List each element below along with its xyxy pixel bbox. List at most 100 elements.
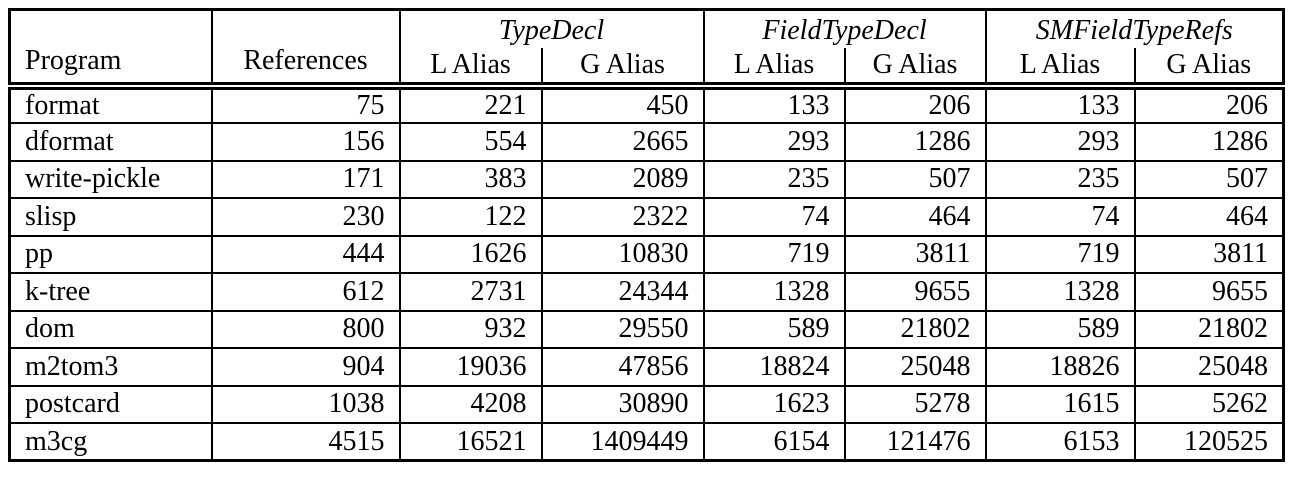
subheader-typedecl-g-alias: G Alias (540, 46, 705, 90)
value-cell: 25048 (843, 347, 987, 387)
value-cell: 10830 (540, 234, 705, 274)
value-cell: 29550 (540, 309, 705, 349)
program-cell: m3cg (8, 422, 213, 462)
value-cell: 4208 (398, 384, 543, 424)
value-cell: 2731 (398, 272, 543, 312)
references-column-header: References (210, 8, 401, 90)
value-cell: 9655 (843, 272, 987, 312)
value-cell: 464 (1133, 197, 1285, 237)
references-cell: 230 (210, 197, 401, 237)
references-cell: 612 (210, 272, 401, 312)
value-cell: 133 (702, 84, 846, 124)
value-cell: 74 (702, 197, 846, 237)
program-cell: write-pickle (8, 159, 213, 199)
references-cell: 171 (210, 159, 401, 199)
table-row: slisp 230 122 2322 74 464 74 464 (8, 197, 1285, 237)
value-cell: 1286 (843, 122, 987, 162)
table-row: postcard 1038 4208 30890 1623 5278 1615 … (8, 384, 1285, 424)
value-cell: 3811 (843, 234, 987, 274)
value-cell: 18824 (702, 347, 846, 387)
page: Program References TypeDecl FieldTypeDec… (8, 8, 1286, 462)
value-cell: 21802 (843, 309, 987, 349)
group-header-typedecl: TypeDecl (398, 8, 705, 48)
value-cell: 2665 (540, 122, 705, 162)
references-cell: 156 (210, 122, 401, 162)
value-cell: 121476 (843, 422, 987, 462)
value-cell: 30890 (540, 384, 705, 424)
table-body: format 75 221 450 133 206 133 206 dforma… (8, 84, 1285, 462)
subheader-fieldtypedecl-l-alias: L Alias (702, 46, 846, 90)
table-row: dom 800 932 29550 589 21802 589 21802 (8, 309, 1285, 349)
table-row: format 75 221 450 133 206 133 206 (8, 84, 1285, 124)
subheader-smfieldtyperefs-g-alias: G Alias (1133, 46, 1285, 90)
value-cell: 932 (398, 309, 543, 349)
value-cell: 1286 (1133, 122, 1285, 162)
value-cell: 719 (984, 234, 1136, 274)
value-cell: 24344 (540, 272, 705, 312)
subheader-fieldtypedecl-g-alias: G Alias (843, 46, 987, 90)
table-row: k-tree 612 2731 24344 1328 9655 1328 965… (8, 272, 1285, 312)
program-cell: slisp (8, 197, 213, 237)
program-cell: dformat (8, 122, 213, 162)
group-header-smfieldtyperefs: SMFieldTypeRefs (984, 8, 1285, 48)
value-cell: 589 (702, 309, 846, 349)
table-row: m2tom3 904 19036 47856 18824 25048 18826… (8, 347, 1285, 387)
value-cell: 206 (843, 84, 987, 124)
value-cell: 2089 (540, 159, 705, 199)
value-cell: 1409449 (540, 422, 705, 462)
alias-results-table: Program References TypeDecl FieldTypeDec… (8, 8, 1286, 462)
value-cell: 293 (702, 122, 846, 162)
value-cell: 120525 (1133, 422, 1285, 462)
subheader-typedecl-l-alias: L Alias (398, 46, 543, 90)
value-cell: 450 (540, 84, 705, 124)
value-cell: 5262 (1133, 384, 1285, 424)
references-cell: 4515 (210, 422, 401, 462)
program-cell: format (8, 84, 213, 124)
value-cell: 3811 (1133, 234, 1285, 274)
value-cell: 206 (1133, 84, 1285, 124)
program-cell: m2tom3 (8, 347, 213, 387)
program-cell: pp (8, 234, 213, 274)
value-cell: 122 (398, 197, 543, 237)
value-cell: 235 (702, 159, 846, 199)
value-cell: 507 (1133, 159, 1285, 199)
value-cell: 6153 (984, 422, 1136, 462)
value-cell: 464 (843, 197, 987, 237)
references-cell: 75 (210, 84, 401, 124)
value-cell: 19036 (398, 347, 543, 387)
value-cell: 383 (398, 159, 543, 199)
table-row: m3cg 4515 16521 1409449 6154 121476 6153… (8, 422, 1285, 462)
value-cell: 1626 (398, 234, 543, 274)
group-header-fieldtypedecl: FieldTypeDecl (702, 8, 987, 48)
program-cell: k-tree (8, 272, 213, 312)
value-cell: 554 (398, 122, 543, 162)
value-cell: 293 (984, 122, 1136, 162)
value-cell: 221 (398, 84, 543, 124)
references-cell: 904 (210, 347, 401, 387)
value-cell: 589 (984, 309, 1136, 349)
program-cell: dom (8, 309, 213, 349)
value-cell: 21802 (1133, 309, 1285, 349)
value-cell: 1328 (702, 272, 846, 312)
references-cell: 800 (210, 309, 401, 349)
value-cell: 1623 (702, 384, 846, 424)
value-cell: 1615 (984, 384, 1136, 424)
value-cell: 74 (984, 197, 1136, 237)
references-cell: 444 (210, 234, 401, 274)
program-column-header: Program (8, 8, 213, 90)
references-cell: 1038 (210, 384, 401, 424)
value-cell: 719 (702, 234, 846, 274)
table-row: dformat 156 554 2665 293 1286 293 1286 (8, 122, 1285, 162)
header-group-row: Program References TypeDecl FieldTypeDec… (8, 8, 1285, 90)
table-row: pp 444 1626 10830 719 3811 719 3811 (8, 234, 1285, 274)
program-cell: postcard (8, 384, 213, 424)
subheader-smfieldtyperefs-l-alias: L Alias (984, 46, 1136, 90)
value-cell: 25048 (1133, 347, 1285, 387)
value-cell: 507 (843, 159, 987, 199)
value-cell: 235 (984, 159, 1136, 199)
header-sub-row: L Alias G Alias L Alias G Alias L Alias … (10, 46, 1285, 90)
value-cell: 133 (984, 84, 1136, 124)
table-row: write-pickle 171 383 2089 235 507 235 50… (8, 159, 1285, 199)
value-cell: 9655 (1133, 272, 1285, 312)
value-cell: 47856 (540, 347, 705, 387)
